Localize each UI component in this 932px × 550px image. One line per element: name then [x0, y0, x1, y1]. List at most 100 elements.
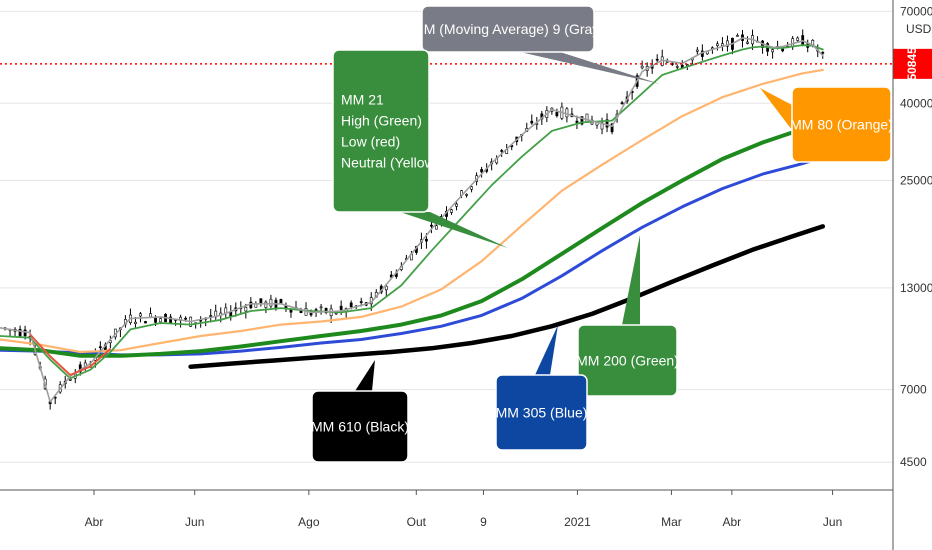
moving-average-lines: [0, 37, 826, 403]
candle-body: [184, 317, 188, 320]
candle-body: [450, 209, 453, 213]
candle-body: [695, 49, 699, 52]
callout-pointer: [400, 212, 508, 248]
candle-body: [435, 225, 438, 230]
callout-text: MM 200 (Green): [576, 353, 679, 369]
candle-body: [384, 285, 388, 291]
candle-body: [349, 302, 353, 308]
candle-body: [580, 116, 584, 125]
candle-body: [500, 150, 504, 152]
candle-body: [264, 301, 268, 308]
x-tick-label: Jun: [185, 515, 204, 529]
callout-text: Low (red): [341, 134, 400, 150]
candle-body: [249, 301, 253, 309]
candle-body: [655, 58, 659, 61]
candle-body: [98, 346, 102, 349]
candle-body: [685, 64, 689, 66]
candle-body: [259, 298, 263, 304]
callout-text: High (Green): [341, 113, 422, 129]
callout-text: MM 21: [341, 92, 384, 108]
candle-body: [530, 120, 534, 124]
x-tick-label: Abr: [85, 515, 104, 529]
candle-body: [139, 313, 142, 317]
candle-body: [675, 66, 679, 68]
candle-body: [726, 40, 729, 47]
candle-body: [324, 307, 328, 313]
candle-body: [149, 313, 152, 318]
candle-body: [224, 307, 228, 314]
candle-body: [455, 203, 458, 207]
candle-body: [640, 65, 644, 69]
x-tick-label: Jun: [823, 515, 842, 529]
candle-body: [555, 112, 559, 117]
callout-box: [311, 390, 409, 463]
x-tick-label: 2021: [564, 515, 591, 529]
candle-body: [425, 238, 428, 242]
candle-body: [144, 321, 147, 324]
series-line: [0, 44, 824, 380]
candle-body: [244, 306, 248, 312]
callout-box: [577, 324, 678, 397]
candle-body: [610, 123, 614, 133]
x-tick-label: Mar: [661, 515, 682, 529]
x-tick-label: Ago: [298, 515, 320, 529]
series-line: [0, 120, 825, 358]
candle-body: [18, 328, 22, 337]
y-tick-label: 40000: [900, 96, 932, 110]
candle-body: [339, 305, 343, 310]
last-price-badge: [893, 48, 932, 79]
candle-body: [465, 194, 468, 196]
candle-body: [279, 299, 283, 304]
callout-mm9: MM (Moving Average) 9 (Gray): [412, 5, 660, 84]
callout-mm80: MM 80 (Orange): [760, 86, 893, 163]
callout-box: [495, 374, 588, 451]
candle-body: [736, 35, 739, 37]
series-line: [29, 333, 112, 377]
x-tick-label: 9: [480, 515, 487, 529]
series-line: [188, 224, 826, 369]
y-tick-label: 25000: [900, 173, 932, 187]
candle-body: [605, 119, 609, 128]
candle-body: [746, 41, 749, 44]
candle-body: [430, 224, 433, 227]
grid: [0, 10, 893, 463]
x-tick-label: Abr: [723, 515, 742, 529]
callout-mm610: MM 610 (Black): [311, 360, 409, 463]
y-tick-label: 70000: [900, 4, 932, 18]
callout-mm305: MM 305 (Blue): [495, 325, 588, 451]
callout-text: MM 610 (Black): [311, 419, 409, 435]
candle-body: [575, 120, 579, 123]
callout-text: MM (Moving Average) 9 (Gray): [412, 21, 604, 37]
candle-body: [68, 379, 72, 381]
last-price-line: 50845: [0, 47, 932, 81]
callout-pointer: [622, 235, 640, 325]
callout-text: MM 80 (Orange): [790, 117, 893, 133]
callout-mm200: MM 200 (Green): [576, 235, 679, 397]
candle-body: [585, 113, 589, 123]
callout-pointer: [520, 52, 660, 84]
callout-box: [421, 5, 595, 53]
callout-text: MM 305 (Blue): [496, 405, 588, 421]
y-tick-label: 13000: [900, 281, 932, 295]
callout-text: Neutral (Yellow): [341, 155, 439, 171]
candle-body: [470, 186, 473, 190]
candle-body: [159, 318, 162, 323]
candle-body: [716, 43, 719, 46]
x-tick-label: Out: [407, 515, 427, 529]
candle-body: [23, 329, 27, 337]
candle-body: [781, 48, 785, 52]
candle-body: [319, 306, 323, 309]
callout-box: [791, 86, 892, 163]
last-price-label: 50845: [905, 47, 919, 81]
candle-body: [480, 169, 484, 173]
candle-body: [359, 301, 363, 303]
candle-body: [134, 321, 137, 324]
candle-body: [796, 37, 800, 41]
candle-body: [620, 102, 624, 104]
y-tick-label: 7000: [900, 383, 927, 397]
candle-body: [269, 298, 273, 307]
candle-body: [821, 51, 825, 54]
candle-body: [771, 49, 774, 53]
